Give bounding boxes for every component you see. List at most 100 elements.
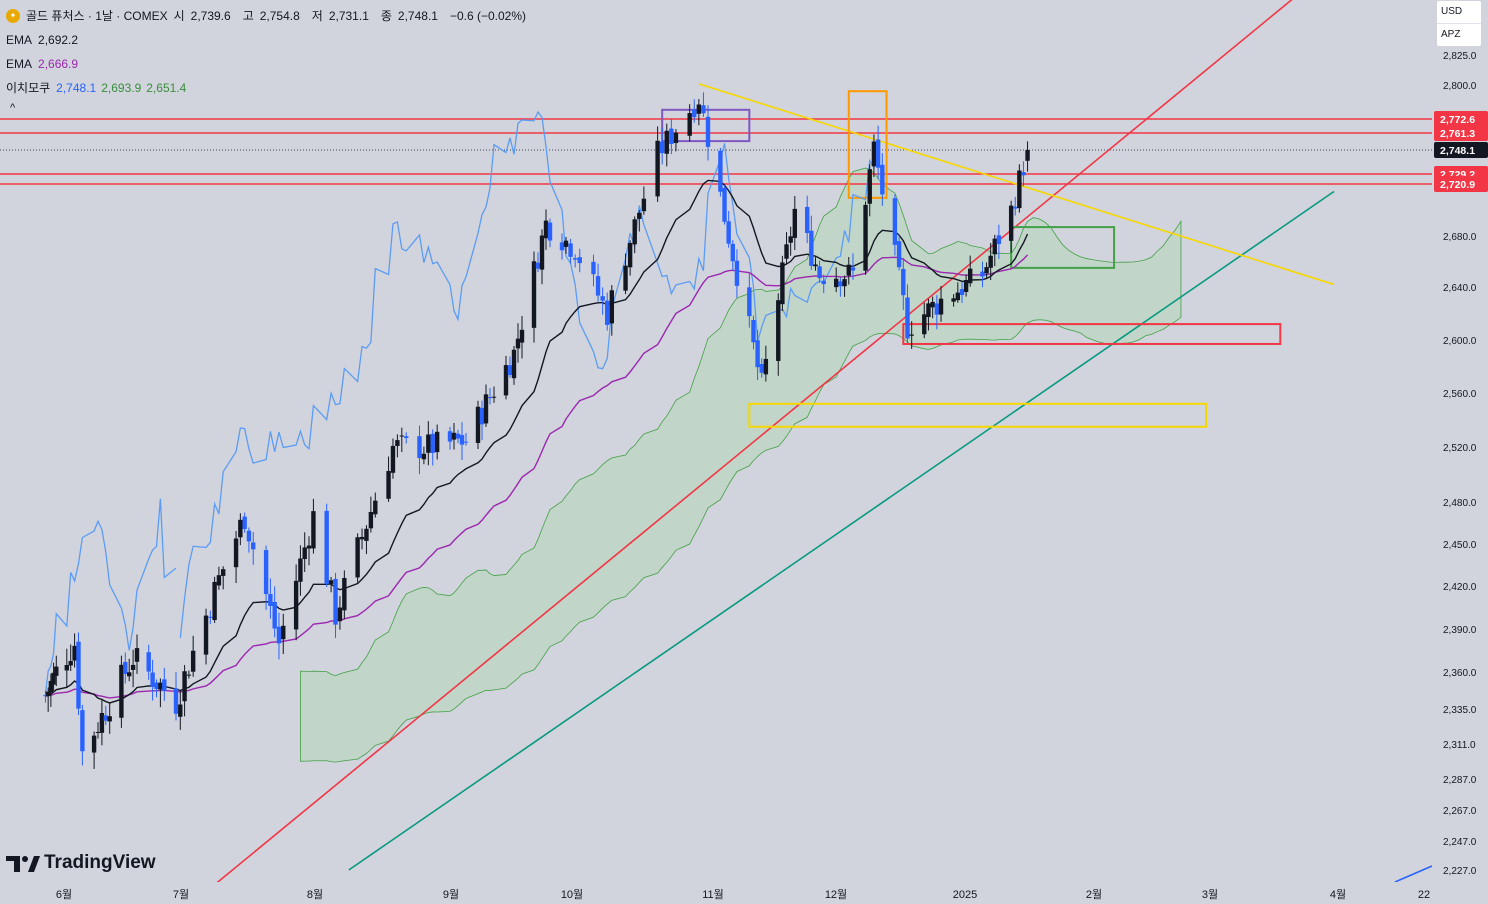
candle[interactable] [475, 400, 481, 450]
red-trendline[interactable] [176, 0, 1334, 904]
candle[interactable] [751, 315, 756, 350]
candle[interactable] [395, 434, 400, 458]
candle[interactable] [158, 678, 163, 708]
candle[interactable] [298, 545, 303, 596]
candle[interactable] [996, 224, 1002, 260]
candle[interactable] [95, 722, 101, 739]
candle[interactable] [669, 119, 674, 155]
candle[interactable] [1017, 164, 1022, 213]
candle[interactable] [276, 612, 282, 660]
candle[interactable] [146, 644, 151, 680]
candle[interactable] [119, 655, 124, 728]
candle[interactable] [99, 698, 105, 746]
candle[interactable] [788, 226, 793, 256]
candle[interactable] [203, 608, 209, 665]
candle[interactable] [980, 261, 985, 288]
candle[interactable] [212, 576, 217, 623]
candle[interactable] [417, 425, 422, 475]
candle[interactable] [664, 123, 669, 167]
candle[interactable] [722, 185, 727, 225]
candle[interactable] [559, 233, 565, 260]
candle[interactable] [842, 275, 847, 297]
candle[interactable] [251, 532, 256, 565]
candle[interactable] [268, 578, 273, 619]
candle[interactable] [934, 295, 940, 330]
candle[interactable] [386, 456, 391, 502]
candle[interactable] [178, 691, 183, 730]
candle[interactable] [45, 687, 51, 712]
candle[interactable] [718, 147, 723, 197]
yellow-trendline[interactable] [698, 83, 1335, 286]
candle[interactable] [1013, 196, 1018, 216]
candle[interactable] [871, 134, 877, 178]
candle[interactable] [368, 496, 374, 533]
candle[interactable] [780, 255, 785, 311]
candle[interactable] [306, 536, 312, 566]
candle[interactable] [43, 690, 48, 703]
candle[interactable] [930, 296, 935, 319]
candle[interactable] [173, 672, 179, 721]
candle[interactable] [605, 292, 610, 331]
candle[interactable] [880, 153, 885, 206]
candle[interactable] [54, 655, 59, 687]
candle[interactable] [364, 525, 369, 555]
candle[interactable] [430, 429, 435, 466]
ichimoku-row[interactable]: 이치모쿠 2,748.1 2,693.9 2,651.4 [6, 76, 532, 100]
candle[interactable] [48, 673, 54, 707]
candle[interactable] [547, 218, 553, 248]
currency-label[interactable]: USD [1441, 6, 1463, 17]
candle[interactable] [726, 210, 731, 248]
candle[interactable] [821, 274, 826, 294]
candle[interactable] [355, 533, 360, 583]
candle[interactable] [359, 528, 365, 550]
candle[interactable] [805, 195, 810, 244]
candle[interactable] [641, 186, 647, 215]
candle[interactable] [922, 302, 927, 339]
candle[interactable] [130, 649, 136, 688]
candle[interactable] [875, 125, 881, 180]
candle[interactable] [850, 253, 856, 280]
candle[interactable] [91, 731, 97, 769]
candle[interactable] [134, 634, 140, 674]
candle[interactable] [955, 282, 961, 303]
candle[interactable] [487, 388, 493, 405]
blue-trendline[interactable] [1394, 865, 1432, 882]
candle[interactable] [673, 129, 679, 152]
candle[interactable] [434, 424, 440, 460]
candle[interactable] [763, 345, 769, 382]
candle[interactable] [373, 492, 378, 518]
candle[interactable] [479, 400, 485, 441]
candle[interactable] [483, 384, 489, 427]
candle[interactable] [107, 703, 112, 734]
candle[interactable] [730, 240, 735, 271]
candle[interactable] [572, 254, 578, 268]
candle[interactable] [503, 355, 509, 400]
candle[interactable] [577, 248, 582, 273]
candle[interactable] [451, 422, 457, 450]
candle[interactable] [701, 92, 706, 117]
candle[interactable] [328, 576, 334, 593]
candle[interactable] [609, 285, 615, 336]
candle[interactable] [784, 232, 789, 264]
candle[interactable] [216, 566, 222, 590]
candle[interactable] [905, 284, 910, 343]
candle[interactable] [459, 422, 465, 461]
candle[interactable] [507, 356, 513, 378]
candle[interactable] [324, 503, 329, 588]
candle[interactable] [776, 293, 781, 376]
candle[interactable] [242, 512, 247, 533]
candle[interactable] [863, 201, 868, 275]
candle[interactable] [64, 648, 69, 688]
symbol-title[interactable]: 골드 퓨처스 · 1날 · COMEX [26, 9, 168, 23]
candle[interactable] [263, 545, 269, 610]
candle[interactable] [68, 644, 73, 672]
candle[interactable] [992, 234, 997, 267]
plot-area[interactable] [0, 0, 1432, 904]
ema1-row[interactable]: EMA 2,692.2 [6, 28, 532, 52]
candle[interactable] [208, 610, 213, 625]
candle[interactable] [390, 438, 396, 479]
candle[interactable] [281, 613, 286, 654]
candle[interactable] [80, 704, 85, 766]
candle[interactable] [1008, 200, 1014, 254]
candle[interactable] [103, 705, 108, 725]
